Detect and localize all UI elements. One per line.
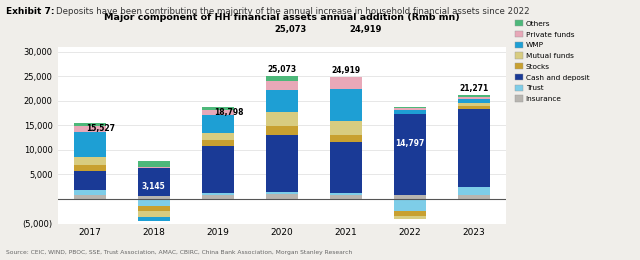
Bar [138, 196, 170, 199]
Bar [266, 112, 298, 126]
Bar [394, 216, 426, 219]
Bar [458, 109, 490, 187]
Bar [202, 133, 234, 140]
Bar [330, 121, 362, 135]
Bar [138, 168, 170, 196]
Bar [330, 195, 362, 199]
Bar [394, 108, 426, 110]
Bar [74, 157, 106, 165]
Bar [458, 95, 490, 98]
Bar [202, 115, 234, 133]
Bar [74, 190, 106, 195]
Bar [458, 187, 490, 195]
Text: 24,919: 24,919 [331, 66, 360, 75]
Bar [74, 132, 106, 157]
Bar [202, 192, 234, 195]
Bar [394, 110, 426, 114]
Bar [458, 98, 490, 99]
Bar [138, 161, 170, 167]
Text: 25,073: 25,073 [275, 25, 307, 34]
Bar [458, 195, 490, 199]
Bar [458, 99, 490, 103]
Bar [202, 107, 234, 110]
Bar [266, 192, 298, 194]
Bar [330, 193, 362, 195]
Bar [74, 123, 106, 126]
Bar [394, 195, 426, 199]
Text: 24,919: 24,919 [349, 25, 381, 34]
Bar [202, 146, 234, 192]
Bar [138, 217, 170, 221]
Bar [74, 165, 106, 171]
Bar [74, 171, 106, 190]
Bar [330, 142, 362, 193]
Bar [202, 110, 234, 115]
Bar [266, 194, 298, 199]
Text: Deposits have been contributing the majority of the annual increase in household: Deposits have been contributing the majo… [56, 6, 529, 16]
Bar [202, 195, 234, 199]
Bar [138, 167, 170, 168]
Legend: Others, Private funds, WMP, Mutual funds, Stocks, Cash and deposit, Trust, Insur: Others, Private funds, WMP, Mutual funds… [514, 19, 591, 103]
Bar [394, 114, 426, 195]
Text: 3,145: 3,145 [141, 182, 166, 191]
Bar [74, 126, 106, 132]
Bar [458, 103, 490, 106]
Bar [458, 106, 490, 109]
Bar [74, 195, 106, 199]
Bar [266, 126, 298, 135]
Bar [202, 140, 234, 146]
Bar [330, 89, 362, 121]
Bar [266, 89, 298, 112]
Bar [394, 211, 426, 216]
Bar [266, 135, 298, 192]
Text: Source: CEIC, WIND, PBOC, SSE, Trust Association, AMAC, CBIRC, China Bank Associ: Source: CEIC, WIND, PBOC, SSE, Trust Ass… [6, 250, 353, 255]
Bar [266, 81, 298, 89]
Bar [266, 76, 298, 81]
Bar [394, 199, 426, 211]
Text: 15,527: 15,527 [86, 124, 115, 133]
Text: 25,073: 25,073 [267, 66, 296, 74]
Bar [330, 77, 362, 89]
Text: 14,797: 14,797 [395, 139, 424, 148]
Bar [138, 199, 170, 206]
Bar [394, 107, 426, 108]
Text: Major component of HH financial assets annual addition (Rmb mn): Major component of HH financial assets a… [104, 13, 460, 22]
Bar [330, 135, 362, 142]
Text: Exhibit 7:: Exhibit 7: [6, 6, 55, 16]
Text: 21,271: 21,271 [459, 84, 488, 93]
Text: 18,798: 18,798 [214, 108, 244, 117]
Bar [138, 206, 170, 211]
Bar [138, 211, 170, 217]
